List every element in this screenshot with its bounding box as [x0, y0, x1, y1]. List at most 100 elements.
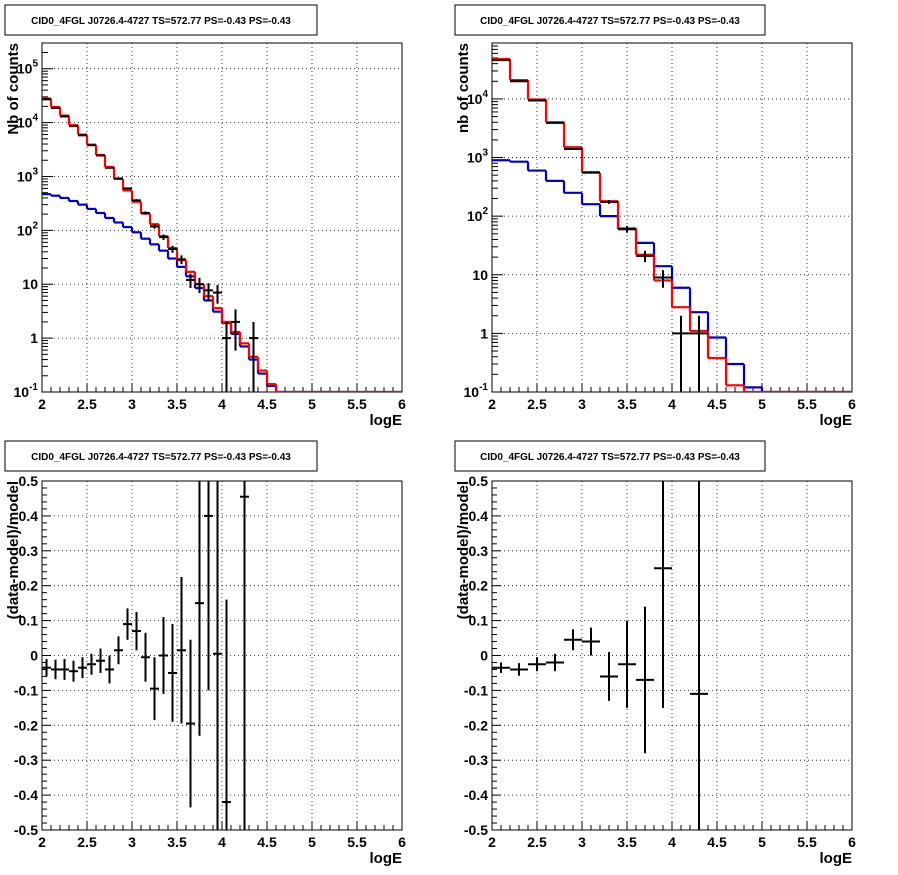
y-axis-label: Nb of counts [5, 43, 22, 135]
x-tick-label: 6 [398, 834, 406, 850]
x-tick-label: 4.5 [257, 396, 277, 412]
y-tick-label: 0.4 [469, 508, 489, 524]
x-tick-label: 5.5 [347, 396, 367, 412]
y-tick-label: 105 [17, 59, 39, 77]
y-tick-label: 103 [17, 166, 39, 184]
title-box [454, 4, 766, 36]
data-layer [492, 57, 852, 392]
panel-residuals_fine: CID0_4FGL J0726.4-4727 TS=572.77 PS=-0.4… [4, 440, 406, 867]
x-tick-label: 2 [488, 834, 496, 850]
title-box [454, 440, 766, 472]
grid-lines [492, 43, 852, 392]
y-axis-label: (data-model)/model [455, 481, 472, 619]
x-tick-label: 4 [668, 834, 676, 850]
x-tick-label: 4 [668, 396, 676, 412]
y-tick-label: -0.1 [14, 682, 38, 698]
x-tick-label: 5.5 [797, 396, 817, 412]
y-tick-label: -0.1 [464, 682, 488, 698]
grid-lines [492, 481, 852, 830]
y-tick-label: 0.2 [19, 578, 39, 594]
x-tick-label: 2 [38, 834, 46, 850]
series-total-model [492, 57, 852, 392]
y-tick-label: 10-1 [14, 382, 39, 400]
chart-title: CID0_4FGL J0726.4-4727 TS=572.77 PS=-0.4… [31, 452, 291, 463]
x-tick-label: 2.5 [527, 834, 547, 850]
y-tick-label: 102 [17, 220, 39, 238]
x-tick-label: 3 [128, 396, 136, 412]
y-tick-label: 1 [480, 325, 488, 341]
chart-title: CID0_4FGL J0726.4-4727 TS=572.77 PS=-0.4… [480, 452, 740, 463]
x-tick-label: 3 [578, 834, 586, 850]
residual-points [42, 481, 249, 830]
x-tick-label: 5 [308, 396, 316, 412]
y-tick-label: -0.2 [14, 717, 38, 733]
panel-residuals_coarse: CID0_4FGL J0726.4-4727 TS=572.77 PS=-0.4… [454, 440, 856, 867]
x-tick-label: 2.5 [77, 834, 97, 850]
x-tick-label: 5 [308, 834, 316, 850]
y-tick-label: 10-1 [464, 382, 489, 400]
data-layer [42, 97, 402, 392]
x-tick-label: 3.5 [617, 834, 637, 850]
x-tick-label: 3.5 [617, 396, 637, 412]
x-axis-label: logE [370, 412, 403, 429]
series-data [492, 59, 708, 392]
x-tick-label: 2 [38, 396, 46, 412]
y-tick-label: 0.2 [469, 578, 489, 594]
title-box [4, 4, 318, 36]
chart-title: CID0_4FGL J0726.4-4727 TS=572.77 PS=-0.4… [31, 16, 291, 27]
series-component [42, 193, 402, 392]
y-tick-label: -0.4 [464, 787, 488, 803]
x-tick-label: 6 [848, 396, 856, 412]
x-tick-label: 4.5 [707, 834, 727, 850]
x-tick-label: 5.5 [347, 834, 367, 850]
y-axis-label: nb of counts [455, 43, 472, 133]
panel-counts_fine: CID0_4FGL J0726.4-4727 TS=572.77 PS=-0.4… [4, 4, 406, 429]
title-box [4, 440, 318, 472]
y-tick-label: -0.5 [464, 822, 488, 838]
y-tick-label: 10 [22, 276, 38, 292]
y-tick-label: 0.5 [469, 473, 489, 489]
y-tick-label: -0.5 [14, 822, 38, 838]
y-tick-label: 103 [467, 148, 489, 166]
residual-points [492, 481, 708, 830]
y-tick-label: 104 [467, 89, 489, 107]
x-tick-label: 3.5 [167, 834, 187, 850]
y-tick-label: 1 [30, 330, 38, 346]
y-tick-label: 10 [472, 267, 488, 283]
x-tick-label: 4.5 [707, 396, 727, 412]
x-tick-label: 6 [398, 396, 406, 412]
y-axis-label: (data-model)/model [5, 481, 22, 619]
x-tick-label: 3.5 [167, 396, 187, 412]
x-tick-label: 2.5 [527, 396, 547, 412]
y-tick-label: 0.1 [469, 613, 489, 629]
x-tick-label: 6 [848, 834, 856, 850]
y-tick-label: -0.4 [14, 787, 38, 803]
data-layer [492, 481, 708, 830]
series-data [42, 98, 258, 392]
x-tick-label: 5 [758, 834, 766, 850]
y-tick-label: 0 [30, 648, 38, 664]
grid-lines [42, 43, 402, 392]
grid-lines [42, 481, 402, 830]
series-component [492, 159, 852, 392]
x-tick-label: 4 [218, 396, 226, 412]
x-tick-label: 3 [128, 834, 136, 850]
y-tick-label: -0.3 [464, 752, 488, 768]
chart-title: CID0_4FGL J0726.4-4727 TS=572.77 PS=-0.4… [480, 16, 740, 27]
x-tick-label: 2.5 [77, 396, 97, 412]
y-tick-label: 102 [467, 206, 489, 224]
y-tick-label: 0.4 [19, 508, 39, 524]
data-layer [42, 481, 249, 830]
x-tick-label: 5 [758, 396, 766, 412]
y-tick-label: 0 [480, 648, 488, 664]
x-tick-label: 4 [218, 834, 226, 850]
x-axis-label: logE [370, 850, 403, 867]
y-tick-label: 0.1 [19, 613, 39, 629]
x-tick-label: 4.5 [257, 834, 277, 850]
x-axis-label: logE [820, 850, 853, 867]
panel-counts_coarse: CID0_4FGL J0726.4-4727 TS=572.77 PS=-0.4… [454, 4, 856, 429]
y-tick-label: 0.3 [469, 543, 489, 559]
y-tick-label: -0.2 [464, 717, 488, 733]
y-tick-label: 104 [17, 113, 39, 131]
